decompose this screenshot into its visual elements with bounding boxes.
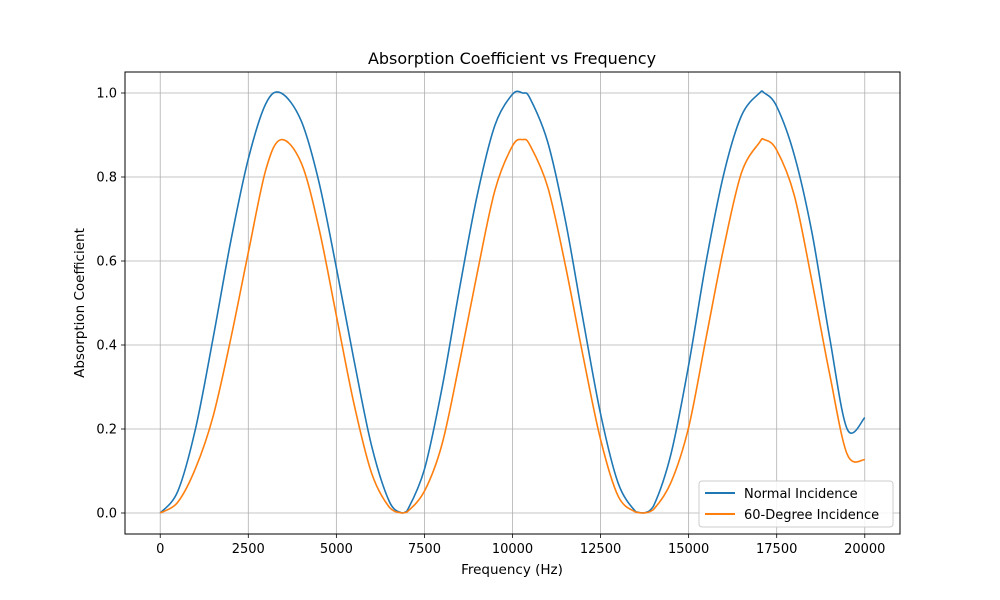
x-tick-label: 5000 bbox=[320, 542, 353, 557]
x-tick-label: 17500 bbox=[756, 542, 797, 557]
chart-title: Absorption Coefficient vs Frequency bbox=[368, 49, 656, 68]
grid-layer bbox=[125, 72, 900, 534]
tick-layer: 0 2500 5000 7500 10000 12500 15000 17500 20000 0.… bbox=[96, 87, 885, 558]
x-axis-label: Frequency (Hz) bbox=[461, 562, 563, 578]
y-tick-label: 0.2 bbox=[96, 423, 117, 438]
legend: Normal Incidence 60-Degree Incidence bbox=[698, 480, 894, 528]
legend-label-60-degree-incidence: 60-Degree Incidence bbox=[744, 508, 879, 523]
x-tick-label: 20000 bbox=[844, 542, 885, 557]
y-tick-label: 0.6 bbox=[96, 255, 117, 270]
legend-box bbox=[698, 480, 894, 528]
series-line-60-degree-incidence bbox=[159, 137, 866, 514]
y-axis-label: Absorption Coefficient bbox=[72, 228, 88, 378]
series-line-normal-incidence bbox=[159, 90, 866, 514]
y-tick-label: 1.0 bbox=[96, 87, 117, 102]
series-layer bbox=[159, 90, 866, 514]
y-tick-label: 0.0 bbox=[96, 507, 117, 522]
y-tick-label: 0.4 bbox=[96, 339, 117, 354]
y-tick-label: 0.8 bbox=[96, 171, 117, 186]
legend-label-normal-incidence: Normal Incidence bbox=[744, 487, 858, 502]
x-tick-label: 15000 bbox=[668, 542, 709, 557]
x-tick-label: 10000 bbox=[492, 542, 533, 557]
x-tick-label: 7500 bbox=[408, 542, 441, 557]
x-tick-label: 2500 bbox=[232, 542, 265, 557]
x-tick-label: 0 bbox=[156, 542, 164, 557]
x-tick-label: 12500 bbox=[580, 542, 621, 557]
